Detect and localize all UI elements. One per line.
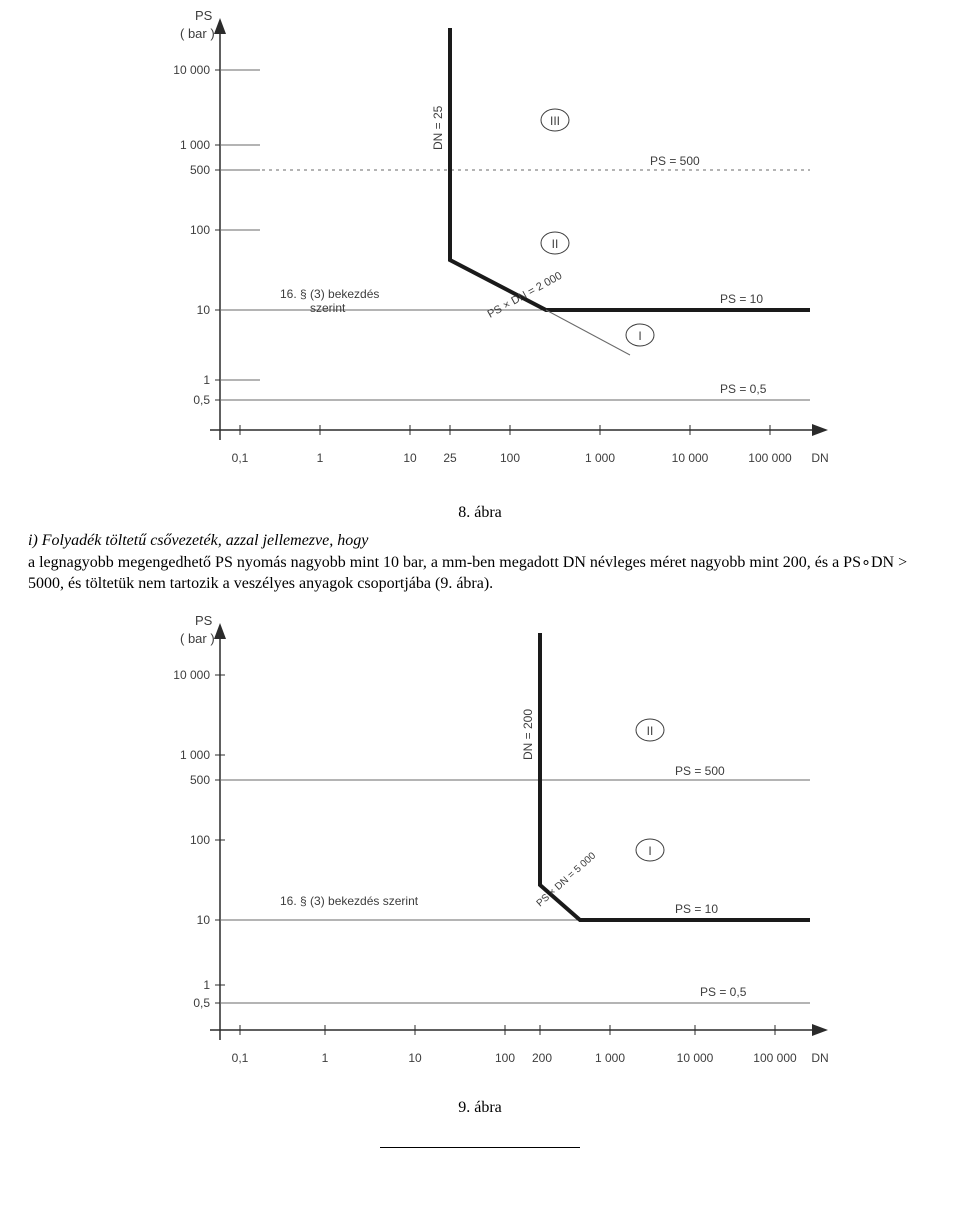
chart9-xtick: 10 — [408, 1051, 422, 1065]
chart-8-container: PS ( bar ) 10 000 1 000 500 100 10 1 0,5 — [0, 0, 960, 500]
chart8-xtick: 1 — [317, 451, 324, 465]
chart9-ytick: 1 000 — [180, 748, 210, 762]
chart9-xtick: 0,1 — [232, 1051, 249, 1065]
page: PS ( bar ) 10 000 1 000 500 100 10 1 0,5 — [0, 0, 960, 1148]
chart9-diag-label: PS × DN = 5 000 — [535, 850, 599, 909]
chart9-xtick: 10 000 — [677, 1051, 714, 1065]
chart9-inside-text: 16. § (3) bekezdés szerint — [280, 894, 419, 908]
chart8-region-1: I — [638, 329, 641, 343]
chart9-xtick: 100 — [495, 1051, 515, 1065]
chart8-vline-label: DN = 25 — [431, 105, 445, 150]
caption-9: 9. ábra — [0, 1099, 960, 1117]
chart9-region-2: II — [647, 724, 654, 738]
chart9-region-1: I — [648, 844, 651, 858]
chart9-vline-label: DN = 200 — [521, 708, 535, 759]
chart9-ps500: PS = 500 — [675, 764, 725, 778]
chart9-ps05: PS = 0,5 — [700, 985, 747, 999]
caption-8: 8. ábra — [0, 504, 960, 522]
paragraph: i) Folyadék töltetű csővezeték, azzal je… — [0, 530, 960, 605]
footer-rule — [380, 1147, 580, 1148]
para-rest: a legnagyobb megengedhető PS nyomás nagy… — [28, 554, 907, 593]
chart-9: PS ( bar ) 10 000 1 000 500 100 10 1 0,5 — [110, 605, 850, 1095]
chart8-xtick: 25 — [443, 451, 457, 465]
chart8-ytick: 10 — [197, 303, 211, 317]
chart8-ytick: 10 000 — [173, 63, 210, 77]
chart8-ytick: 0,5 — [193, 393, 210, 407]
chart8-region-2: II — [552, 237, 559, 251]
chart8-ps500: PS = 500 — [650, 154, 700, 168]
chart8-xtick: 1 000 — [585, 451, 615, 465]
chart9-xtick: 200 — [532, 1051, 552, 1065]
chart-9-container: PS ( bar ) 10 000 1 000 500 100 10 1 0,5 — [0, 605, 960, 1095]
chart8-xtick: 0,1 — [232, 451, 249, 465]
chart9-xtick: 1 000 — [595, 1051, 625, 1065]
chart9-ytick: 500 — [190, 773, 210, 787]
chart9-ps10: PS = 10 — [675, 902, 718, 916]
chart8-ylabel-unit: ( bar ) — [180, 26, 215, 41]
para-lead: i) — [28, 532, 42, 549]
chart8-ytick: 1 000 — [180, 138, 210, 152]
chart8-ylabel-ps: PS — [195, 8, 213, 23]
chart8-xlabel: DN — [811, 451, 828, 465]
chart8-ps10: PS = 10 — [720, 292, 763, 306]
chart9-ytick: 100 — [190, 833, 210, 847]
chart9-xtick: 1 — [322, 1051, 329, 1065]
chart8-ytick: 100 — [190, 223, 210, 237]
chart8-xtick: 10 000 — [672, 451, 709, 465]
chart8-ytick: 500 — [190, 163, 210, 177]
chart9-xlabel: DN — [811, 1051, 828, 1065]
chart9-ytick: 10 — [197, 913, 211, 927]
chart8-xtick: 100 000 — [748, 451, 792, 465]
chart9-ytick: 1 — [203, 978, 210, 992]
chart9-ytick: 0,5 — [193, 996, 210, 1010]
para-italic: Folyadék töltetű csővezeték, azzal jelle… — [42, 532, 369, 549]
chart9-ylabel-ps: PS — [195, 613, 213, 628]
chart-8: PS ( bar ) 10 000 1 000 500 100 10 1 0,5 — [110, 0, 850, 500]
chart8-ytick: 1 — [203, 373, 210, 387]
chart8-inside-text: 16. § (3) bekezdés szerint — [280, 287, 383, 315]
chart9-ylabel-unit: ( bar ) — [180, 631, 215, 646]
chart8-xtick: 10 — [403, 451, 417, 465]
chart8-xtick: 100 — [500, 451, 520, 465]
chart9-ytick: 10 000 — [173, 668, 210, 682]
chart9-xtick: 100 000 — [753, 1051, 797, 1065]
chart8-region-3: III — [550, 114, 560, 128]
chart8-ps05: PS = 0,5 — [720, 382, 767, 396]
